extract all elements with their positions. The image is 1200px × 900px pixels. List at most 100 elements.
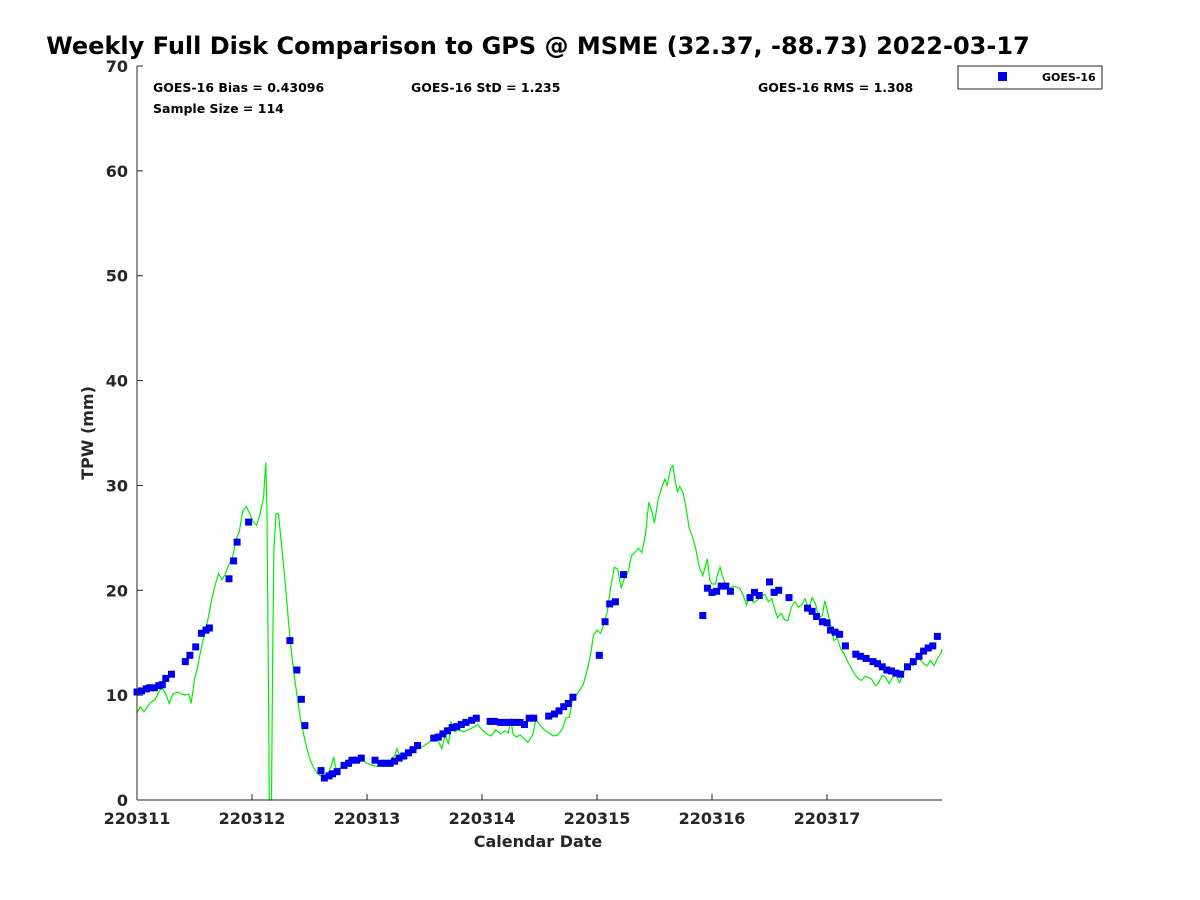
- goes16-data-point: [444, 727, 451, 735]
- axes: 0 10 20 30 40 50 60 70 220311 220312 220313 220314…: [104, 57, 942, 828]
- goes16-data-point: [746, 594, 754, 602]
- goes16-data-point: [348, 756, 356, 764]
- x-axis-label: Calendar Date: [474, 832, 603, 851]
- goes16-data-point: [377, 759, 385, 767]
- goes16-data-point: [823, 619, 831, 627]
- x-tick-label: 220317: [794, 809, 861, 828]
- goes16-data-point: [904, 663, 911, 671]
- goes16-data-point: [897, 670, 905, 678]
- goes16-data-point: [486, 717, 494, 725]
- goes16-data-point: [555, 707, 563, 715]
- goes16-data-point: [726, 587, 734, 595]
- goes16-data-point: [831, 628, 839, 636]
- gps-series-layer: [136, 462, 943, 801]
- goes16-data-point: [717, 582, 725, 590]
- y-axis-label: TPW (mm): [78, 386, 97, 480]
- goes16-data-point: [158, 681, 166, 689]
- goes16-data-point: [785, 594, 793, 602]
- goes16-data-point: [755, 592, 763, 599]
- x-tick-label: 220312: [219, 809, 286, 828]
- goes16-data-point: [409, 746, 417, 754]
- goes16-series-layer: [133, 518, 941, 782]
- plot-area: [133, 66, 943, 801]
- bias-stat: GOES-16 Bias = 0.43096: [153, 80, 324, 95]
- goes16-data-point: [150, 684, 158, 692]
- goes16-data-point: [501, 718, 509, 726]
- goes16-data-point: [770, 588, 778, 596]
- goes16-data-point: [887, 667, 895, 675]
- goes16-data-point: [496, 718, 504, 726]
- goes16-data-point: [386, 759, 394, 767]
- goes16-data-point: [751, 588, 758, 596]
- goes16-data-point: [225, 575, 233, 583]
- goes16-data-point: [510, 718, 518, 726]
- goes16-data-point: [320, 774, 328, 782]
- goes16-data-point: [708, 588, 716, 596]
- goes16-data-point: [836, 630, 844, 638]
- goes16-data-point: [168, 670, 175, 678]
- goes16-data-point: [391, 757, 399, 765]
- x-axis-ticks: 220311 220312 220313 220314 220315 220316 2203…: [104, 794, 861, 828]
- y-tick-label: 20: [106, 581, 128, 600]
- goes16-data-point: [862, 654, 870, 662]
- goes16-data-point: [595, 651, 603, 659]
- goes16-data-point: [869, 658, 877, 666]
- goes16-data-point: [909, 658, 917, 666]
- goes16-data-point: [530, 714, 538, 722]
- goes16-data-point: [516, 718, 524, 726]
- goes16-data-point: [883, 666, 891, 674]
- goes16-data-point: [766, 578, 773, 586]
- std-stat: GOES-16 StD = 1.235: [411, 80, 560, 95]
- goes16-data-point: [564, 700, 572, 707]
- goes16-data-point: [506, 718, 514, 726]
- goes16-data-point: [181, 658, 189, 666]
- goes16-data-point: [381, 759, 389, 767]
- goes16-data-point: [852, 650, 860, 658]
- goes16-data-point: [924, 644, 932, 652]
- y-tick-label: 40: [106, 372, 128, 391]
- goes16-data-point: [297, 695, 305, 703]
- goes16-data-point: [439, 730, 447, 738]
- goes16-data-point: [457, 721, 465, 728]
- x-tick-label: 220316: [679, 809, 746, 828]
- y-tick-label: 10: [106, 686, 128, 705]
- y-tick-label: 60: [106, 162, 128, 181]
- goes16-data-point: [317, 767, 325, 775]
- goes16-data-point: [353, 756, 361, 764]
- goes16-data-point: [808, 607, 816, 615]
- sample-size-stat: Sample Size = 114: [153, 101, 284, 116]
- goes16-data-point: [205, 624, 213, 632]
- goes16-data-point: [340, 761, 348, 769]
- goes16-data-point: [818, 618, 826, 626]
- goes16-data-point: [430, 734, 438, 742]
- goes16-data-point: [929, 642, 937, 650]
- y-tick-label: 0: [117, 791, 128, 810]
- goes16-data-point: [230, 557, 238, 565]
- goes16-data-point: [186, 651, 194, 659]
- goes16-data-point: [525, 714, 533, 722]
- goes16-data-point: [915, 652, 923, 660]
- goes16-data-point: [462, 718, 470, 726]
- goes16-data-point: [453, 723, 461, 731]
- goes16-data-point: [286, 637, 294, 645]
- goes16-data-point: [371, 756, 379, 764]
- gps-series-line: [136, 462, 943, 801]
- goes16-data-point: [333, 768, 341, 776]
- goes16-data-point: [301, 722, 309, 730]
- x-tick-label: 220315: [564, 809, 631, 828]
- goes16-data-point: [197, 629, 205, 637]
- goes16-data-point: [192, 643, 200, 651]
- y-tick-label: 30: [106, 476, 128, 495]
- legend: GOES-16: [957, 65, 1103, 90]
- goes16-data-point: [472, 714, 480, 722]
- goes16-data-point: [933, 632, 941, 640]
- goes16-data-point: [611, 598, 619, 606]
- goes16-data-point: [400, 752, 408, 760]
- goes16-data-point: [827, 626, 834, 634]
- goes16-data-point: [448, 724, 456, 732]
- legend-box: [957, 65, 1103, 90]
- goes16-data-point: [434, 733, 442, 741]
- goes16-data-point: [892, 669, 900, 677]
- goes16-data-point: [920, 647, 928, 655]
